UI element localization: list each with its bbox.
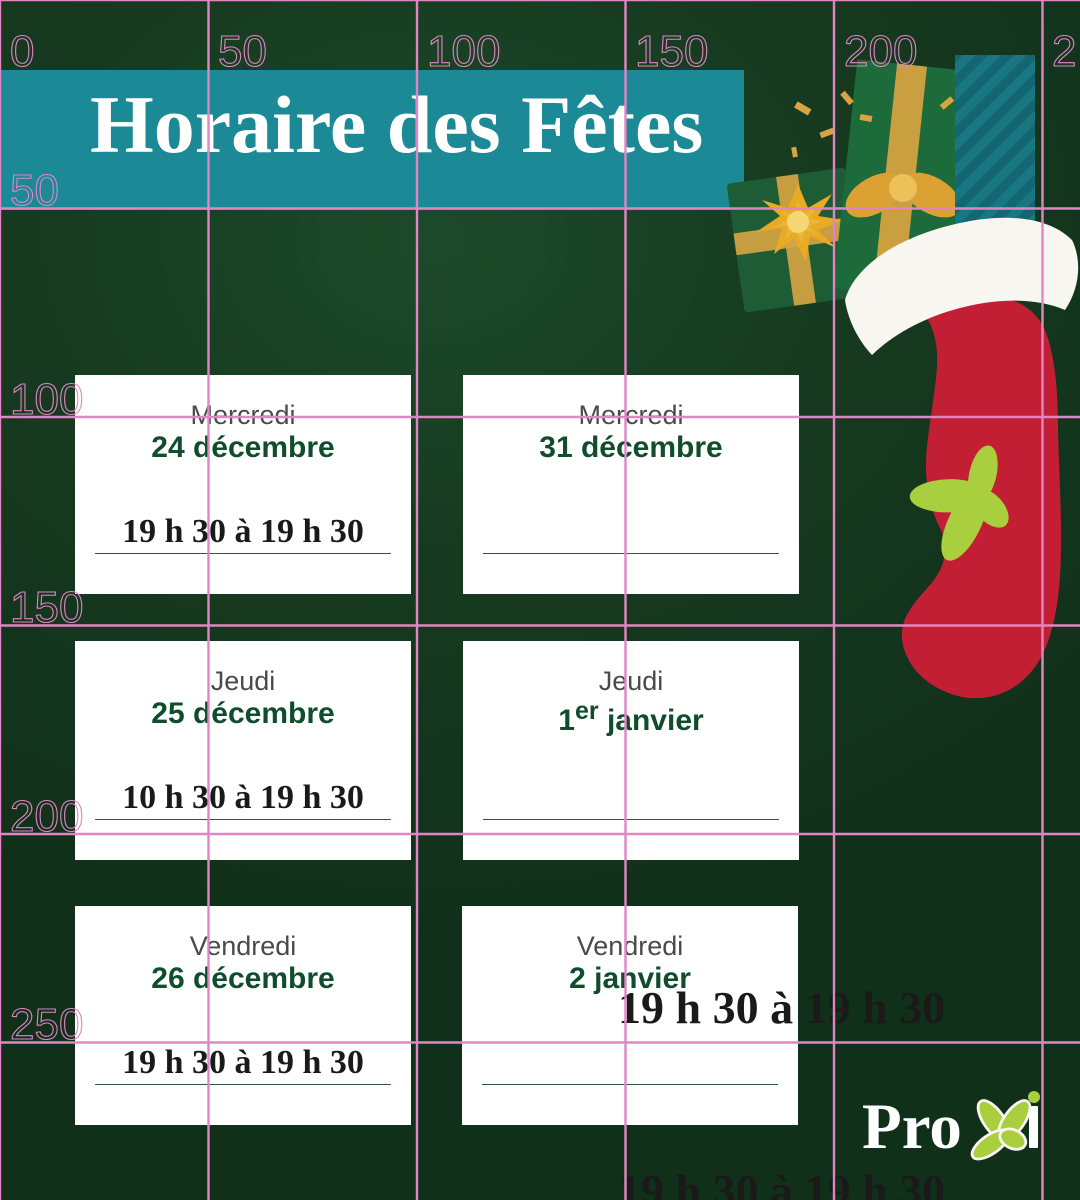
svg-text:150: 150	[10, 583, 83, 632]
svg-text:50: 50	[218, 27, 267, 76]
svg-text:100: 100	[10, 375, 83, 424]
svg-text:100: 100	[427, 27, 500, 76]
svg-text:150: 150	[635, 27, 708, 76]
svg-text:200: 200	[844, 27, 917, 76]
svg-text:200: 200	[10, 792, 83, 841]
svg-text:2: 2	[1052, 27, 1076, 76]
svg-text:50: 50	[10, 166, 59, 215]
svg-text:250: 250	[10, 1000, 83, 1049]
svg-text:0: 0	[10, 27, 34, 76]
